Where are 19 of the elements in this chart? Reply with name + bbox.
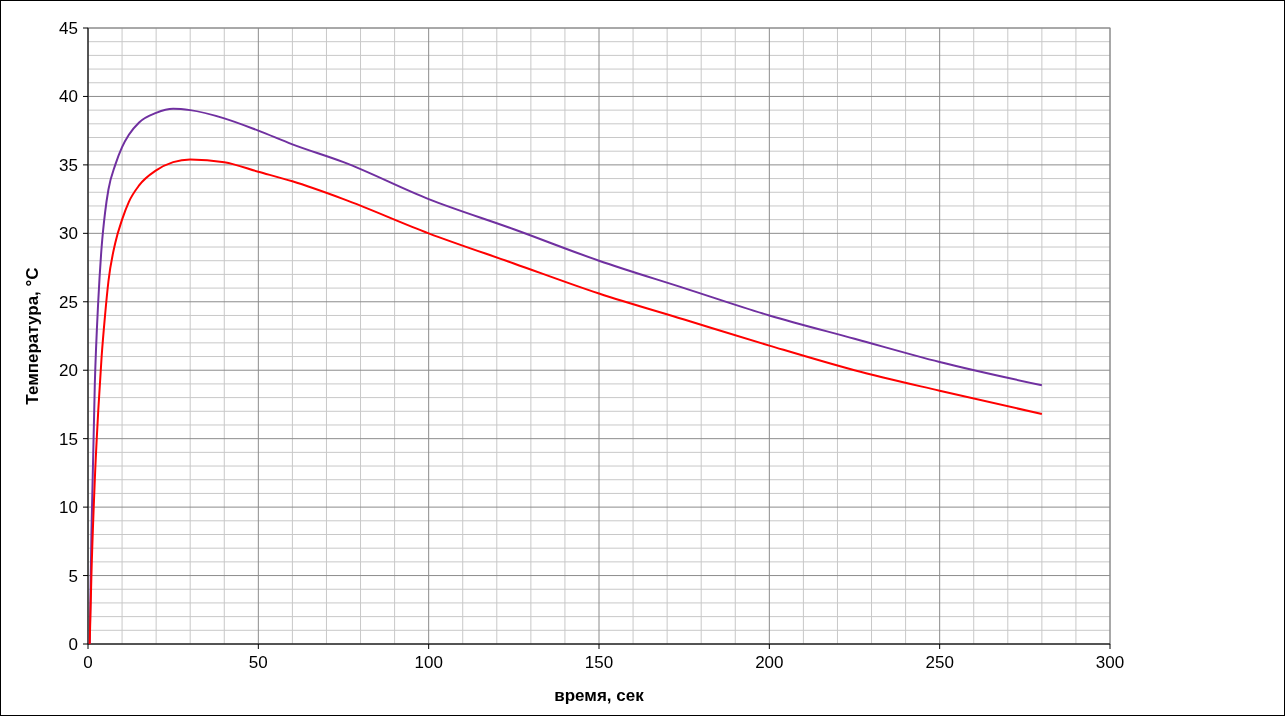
y-tick-label: 25 bbox=[59, 292, 78, 312]
x-tick-label: 0 bbox=[83, 653, 93, 672]
x-tick-label: 100 bbox=[414, 653, 443, 672]
y-tick-label: 35 bbox=[59, 155, 78, 175]
x-tick-label: 250 bbox=[925, 653, 954, 672]
x-tick-label: 50 bbox=[248, 653, 268, 672]
x-tick-label: 300 bbox=[1095, 653, 1125, 672]
y-tick-label: 0 bbox=[68, 635, 78, 654]
x-axis-title: время, сек bbox=[554, 686, 645, 705]
y-tick-label: 30 bbox=[59, 224, 78, 244]
y-tick-label: 40 bbox=[59, 87, 78, 107]
y-tick-label: 5 bbox=[68, 566, 78, 586]
y-axis-title: Температура, °C bbox=[23, 267, 42, 405]
y-tick-label: 15 bbox=[59, 429, 78, 449]
x-tick-label: 200 bbox=[755, 653, 784, 672]
y-tick-label: 45 bbox=[59, 19, 78, 38]
y-tick-label: 20 bbox=[59, 361, 78, 381]
x-tick-label: 150 bbox=[584, 653, 614, 672]
y-tick-label: 10 bbox=[59, 498, 78, 518]
